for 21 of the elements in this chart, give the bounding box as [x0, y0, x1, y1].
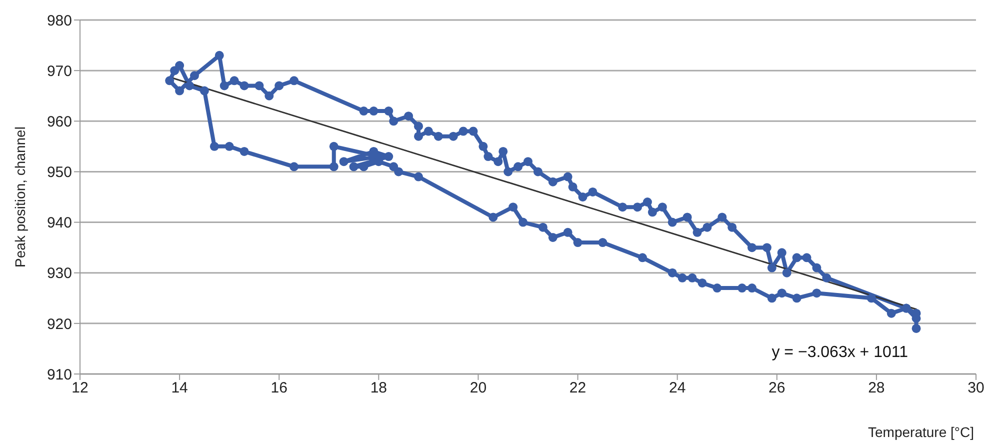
x-tick-label: 24 [668, 380, 686, 397]
y-tick-label: 960 [46, 113, 72, 130]
x-tick-label: 28 [868, 380, 885, 397]
x-tick-label: 18 [370, 380, 388, 397]
y-tick-label: 920 [46, 316, 72, 333]
annotation: y = −3.063x + 1011 [772, 344, 908, 362]
x-tick-label: 14 [171, 380, 188, 397]
x-tick-label: 22 [569, 380, 586, 397]
y-tick-label: 970 [46, 62, 72, 80]
y-tick-label: 910 [46, 366, 72, 384]
x-tick-label: 30 [968, 380, 984, 397]
y-tick-label: 950 [46, 164, 72, 182]
y-tick-label: 940 [46, 214, 72, 232]
y-axis-title: Peak position, channel [12, 126, 28, 268]
x-tick-label: 20 [470, 380, 487, 397]
y-tick-label: 980 [46, 12, 72, 30]
x-tick-label: 16 [270, 380, 288, 397]
x-tick-label: 12 [72, 380, 88, 397]
x-tick-label: 26 [768, 380, 786, 397]
y-tick-label: 930 [46, 265, 72, 282]
x-axis-title: Temperature [°C] [868, 424, 974, 440]
